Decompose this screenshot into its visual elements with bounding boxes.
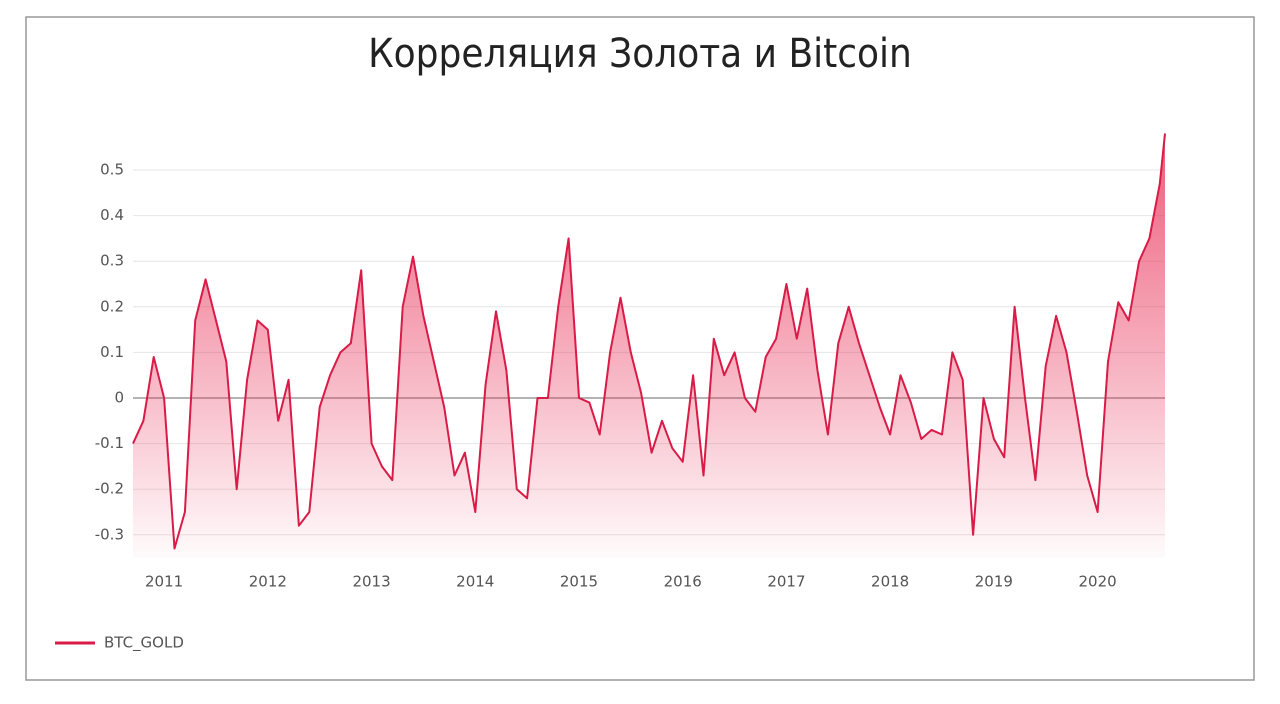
y-tick-label: 0.1 — [100, 343, 124, 361]
y-tick-label: 0 — [114, 389, 124, 407]
x-tick-label: 2015 — [560, 573, 598, 591]
x-tick-label: 2018 — [871, 573, 909, 591]
x-tick-label: 2012 — [249, 573, 287, 591]
x-tick-label: 2017 — [767, 573, 805, 591]
y-tick-label: -0.2 — [95, 480, 124, 498]
x-tick-label: 2013 — [352, 573, 390, 591]
y-tick-label: -0.3 — [95, 525, 124, 543]
x-tick-label: 2016 — [664, 573, 702, 591]
y-tick-label: 0.4 — [100, 206, 124, 224]
x-tick-label: 2014 — [456, 573, 494, 591]
x-tick-label: 2011 — [145, 573, 183, 591]
y-tick-label: 0.2 — [100, 297, 124, 315]
area-fill — [133, 133, 1165, 558]
y-tick-label: 0.5 — [100, 161, 124, 179]
legend-label: BTC_GOLD — [104, 634, 184, 653]
chart-title: Корреляция Золота и Bitcoin — [368, 31, 912, 77]
y-tick-label: 0.3 — [100, 252, 124, 270]
x-tick-label: 2019 — [975, 573, 1013, 591]
y-tick-label: -0.1 — [95, 434, 124, 452]
x-tick-label: 2020 — [1078, 573, 1116, 591]
line — [132, 133, 1166, 550]
